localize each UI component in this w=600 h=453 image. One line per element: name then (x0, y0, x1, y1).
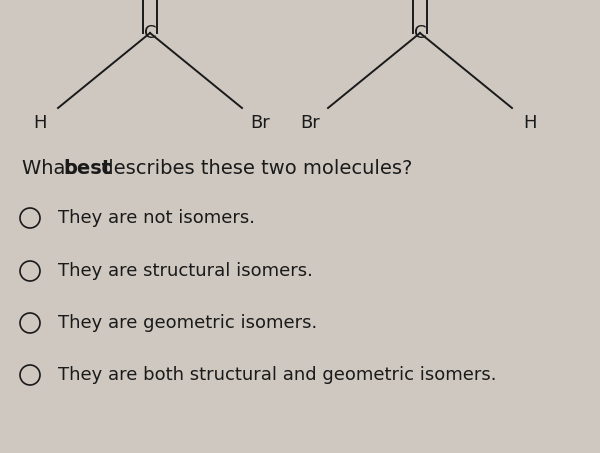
Text: They are both structural and geometric isomers.: They are both structural and geometric i… (58, 366, 497, 384)
Text: C: C (414, 24, 426, 42)
Text: They are not isomers.: They are not isomers. (58, 209, 255, 227)
Text: Br: Br (250, 114, 270, 132)
Text: What: What (22, 159, 79, 178)
Text: Br: Br (300, 114, 320, 132)
Text: C: C (144, 24, 156, 42)
Text: H: H (523, 114, 537, 132)
Text: H: H (33, 114, 47, 132)
Text: best: best (63, 159, 111, 178)
Text: They are geometric isomers.: They are geometric isomers. (58, 314, 317, 332)
Text: describes these two molecules?: describes these two molecules? (95, 159, 412, 178)
Text: They are structural isomers.: They are structural isomers. (58, 262, 313, 280)
